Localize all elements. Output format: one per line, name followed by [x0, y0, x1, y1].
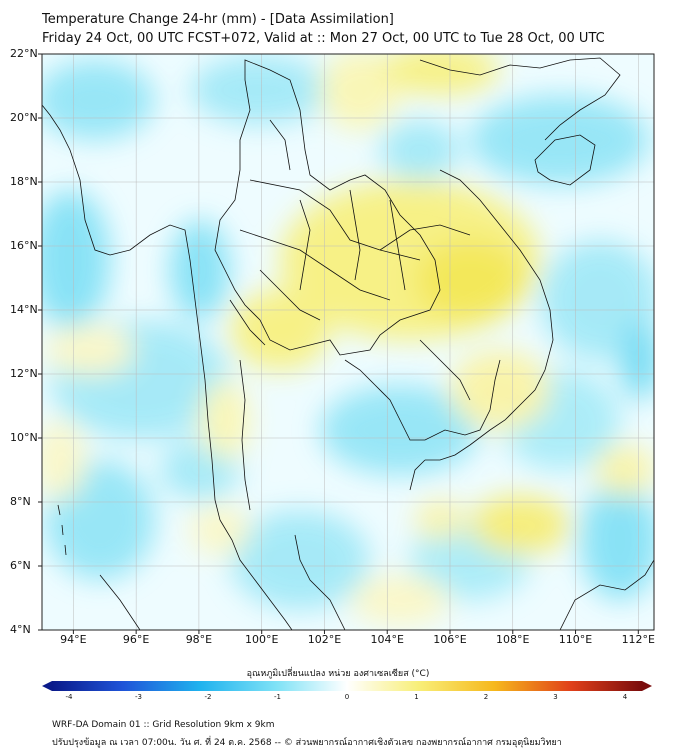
map-frame — [41, 53, 655, 631]
colorbar-max-arrow — [642, 681, 652, 691]
colorbar-tick-label: 1 — [414, 693, 419, 701]
lon-label: 102°E — [307, 633, 342, 646]
lon-label: 112°E — [621, 633, 656, 646]
lon-label: 106°E — [433, 633, 467, 646]
lat-label: 18°N — [10, 175, 38, 188]
graticule — [42, 53, 654, 631]
lat-label: 10°N — [10, 431, 38, 444]
colorbar-tick-label: -4 — [65, 693, 73, 701]
colorbar-tick-label: 2 — [483, 693, 489, 701]
lon-label: 94°E — [60, 633, 87, 646]
lon-label: 96°E — [122, 633, 150, 646]
lat-label: 4°N — [10, 623, 31, 636]
colorbar-title: อุณหภูมิเปลี่ยนแปลง หน่วย องศาเซลเซียส (… — [246, 669, 430, 679]
map-subtitle: Friday 24 Oct, 00 UTC FCST+072, Valid at… — [42, 31, 605, 46]
lat-label: 6°N — [10, 559, 31, 572]
lon-label: 100°E — [244, 633, 279, 646]
lon-label: 104°E — [370, 633, 404, 646]
lon-label: 110°E — [558, 633, 593, 646]
colorbar — [52, 681, 642, 691]
colorbar-tick-label: -1 — [274, 693, 281, 701]
lat-label: 22°N — [10, 47, 38, 60]
colorbar-tick-label: -2 — [204, 693, 212, 701]
map-title: Temperature Change 24-hr (mm) - [Data As… — [42, 12, 394, 27]
lat-label: 8°N — [10, 495, 31, 508]
temperature-field — [42, 54, 654, 630]
colorbar-tick-label: 4 — [622, 693, 628, 701]
lon-label: 108°E — [496, 633, 530, 646]
lat-label: 20°N — [10, 111, 38, 124]
footer-model-info: WRF-DA Domain 01 :: Grid Resolution 9km … — [52, 720, 275, 730]
lat-label: 12°N — [10, 367, 38, 380]
lon-label: 98°E — [185, 633, 213, 646]
country-borders — [42, 57, 654, 630]
colorbar-tick-label: 0 — [344, 693, 350, 701]
lat-label: 14°N — [10, 303, 38, 316]
axis-ticks — [38, 53, 639, 634]
footer-credit: ปรับปรุงข้อมูล ณ เวลา 07:00น. วัน ศ. ที่… — [52, 738, 562, 748]
colorbar-min-arrow — [42, 681, 52, 691]
colorbar-tick-label: 3 — [553, 693, 558, 701]
colorbar-tick-label: -3 — [135, 693, 142, 701]
lat-label: 16°N — [10, 239, 38, 252]
